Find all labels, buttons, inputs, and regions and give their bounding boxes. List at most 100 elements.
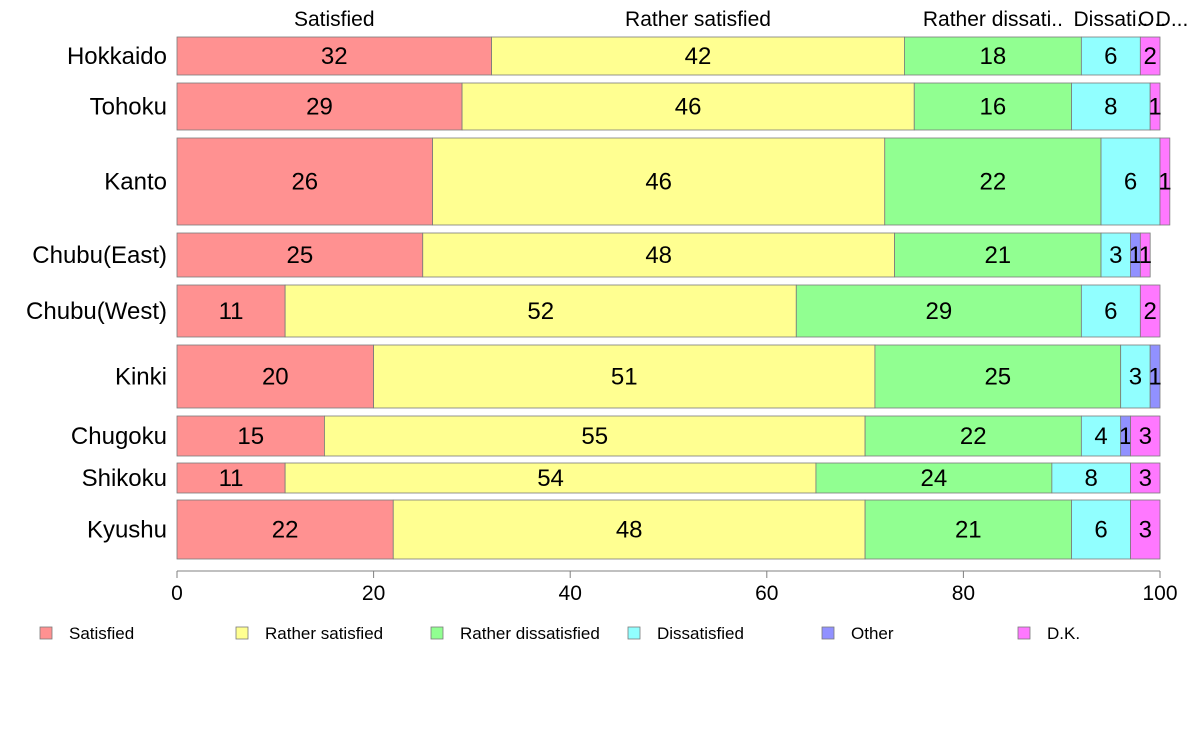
- legend-label-other: Other: [851, 624, 894, 643]
- bar-tohoku-rather-satisfied: [461, 82, 915, 131]
- bar-shikoku-d-k: [1130, 462, 1161, 494]
- x-tick-label: 20: [362, 582, 385, 605]
- top-category-labels: Satisfied Rather satisfied Rather dissati.…: [294, 8, 1188, 31]
- data-label: 11: [219, 465, 244, 492]
- bar-kyushu-rather-satisfied: [392, 499, 866, 560]
- bar-chugoku-dissatisfied: [1080, 415, 1122, 457]
- top-label: O..: [1138, 8, 1166, 31]
- bar-shikoku-rather-dissatisfied: [815, 462, 1053, 494]
- data-label: 8: [1104, 94, 1117, 121]
- bar-tohoku-rather-dissatisfied: [913, 82, 1072, 131]
- bar-chubu-east-rather-dissatisfied: [894, 232, 1102, 278]
- bar-chubu-west-satisfied: [176, 284, 286, 338]
- bar-chugoku-d-k: [1130, 415, 1161, 457]
- bar-kinki-rather-satisfied: [373, 344, 876, 409]
- bar-kyushu-satisfied: [176, 499, 394, 560]
- y-tick-label: Kinki: [115, 364, 167, 391]
- data-label: 3: [1139, 423, 1152, 450]
- data-label: 1: [1148, 364, 1161, 391]
- data-label: 3: [1109, 242, 1122, 269]
- bar-chubu-west-rather-satisfied: [284, 284, 797, 338]
- legend-label-d-k: D.K.: [1047, 624, 1080, 643]
- bar-chubu-east-rather-satisfied: [422, 232, 895, 278]
- legend-label-satisfied: Satisfied: [69, 624, 134, 643]
- bar-chubu-west-d-k: [1139, 284, 1161, 338]
- x-tick-label: 40: [559, 582, 582, 605]
- legend-swatch-d-k: [1017, 626, 1031, 640]
- data-label: 29: [925, 298, 952, 325]
- data-label: 6: [1124, 169, 1137, 196]
- data-label: 6: [1104, 43, 1117, 70]
- y-tick-label: Kanto: [104, 169, 167, 196]
- bar-chubu-east-dissatisfied: [1100, 232, 1131, 278]
- data-label: 48: [645, 242, 672, 269]
- data-label: 24: [921, 465, 948, 492]
- legend-label-rather-satisfied: Rather satisfied: [265, 624, 383, 643]
- bar-kyushu-dissatisfied: [1071, 499, 1131, 560]
- data-label: 1: [1139, 242, 1152, 269]
- bar-kanto-d-k: [1159, 137, 1171, 226]
- bar-chugoku-rather-satisfied: [324, 415, 866, 457]
- y-tick-label: Chubu(East): [32, 242, 167, 269]
- bar-chubu-west-rather-dissatisfied: [795, 284, 1082, 338]
- legend-label-dissatisfied: Dissatisfied: [657, 624, 744, 643]
- data-label: 46: [645, 169, 672, 196]
- data-label: 18: [980, 43, 1007, 70]
- data-label: 3: [1139, 465, 1152, 492]
- y-tick-label: Shikoku: [82, 465, 167, 492]
- data-label: 2: [1143, 298, 1156, 325]
- y-tick-label: Chubu(West): [26, 298, 167, 325]
- data-label: 3: [1139, 517, 1152, 544]
- data-label: 11: [219, 298, 244, 325]
- bar-chubu-east-d-k: [1139, 232, 1151, 278]
- data-label: 54: [537, 465, 564, 492]
- data-label: 22: [960, 423, 987, 450]
- y-tick-label: Tohoku: [90, 94, 167, 121]
- data-label: 25: [287, 242, 314, 269]
- data-label: 52: [527, 298, 554, 325]
- data-label: 3: [1129, 364, 1142, 391]
- bar-shikoku-satisfied: [176, 462, 286, 494]
- bar-shikoku-rather-satisfied: [284, 462, 817, 494]
- bar-kinki-rather-dissatisfied: [874, 344, 1122, 409]
- data-label: 55: [581, 423, 608, 450]
- x-tick-label: 80: [952, 582, 975, 605]
- bar-chugoku-satisfied: [176, 415, 325, 457]
- bar-tohoku-dissatisfied: [1071, 82, 1151, 131]
- data-label: 22: [272, 517, 299, 544]
- bar-kanto-dissatisfied: [1100, 137, 1161, 226]
- bar-kanto-satisfied: [176, 137, 433, 226]
- data-label: 4: [1094, 423, 1107, 450]
- data-label: 29: [306, 94, 333, 121]
- data-label: 6: [1104, 298, 1117, 325]
- x-tick-label: 60: [755, 582, 778, 605]
- top-label: Dissati..: [1074, 8, 1149, 31]
- data-label: 6: [1094, 517, 1107, 544]
- data-label: 48: [616, 517, 643, 544]
- data-label: 16: [980, 94, 1007, 121]
- data-label: 46: [675, 94, 702, 121]
- y-axis-labels: Hokkaido Tohoku Kanto Chubu(East) Chubu(West…: [26, 43, 167, 544]
- top-label: Rather dissati..: [923, 8, 1063, 31]
- bar-kinki-satisfied: [176, 344, 375, 409]
- bar-hokkaido-d-k: [1139, 36, 1161, 76]
- top-label: Satisfied: [294, 8, 375, 31]
- legend: Satisfied Rather satisfied Rather dissatis…: [39, 624, 1080, 643]
- bar-kyushu-rather-dissatisfied: [864, 499, 1072, 560]
- data-label: 21: [955, 517, 982, 544]
- y-tick-label: Kyushu: [87, 517, 167, 544]
- data-label: 42: [685, 43, 712, 70]
- y-tick-label: Chugoku: [71, 423, 167, 450]
- bar-chubu-west-dissatisfied: [1080, 284, 1141, 338]
- data-label: 1: [1129, 242, 1142, 269]
- x-tick-label: 100: [1142, 582, 1177, 605]
- bar-kyushu-d-k: [1130, 499, 1161, 560]
- bar-chubu-east-satisfied: [176, 232, 424, 278]
- y-tick-label: Hokkaido: [67, 43, 167, 70]
- bar-kinki-other: [1149, 344, 1161, 409]
- bar-hokkaido-rather-satisfied: [491, 36, 905, 76]
- data-label: 1: [1148, 94, 1161, 121]
- data-label: 22: [980, 169, 1007, 196]
